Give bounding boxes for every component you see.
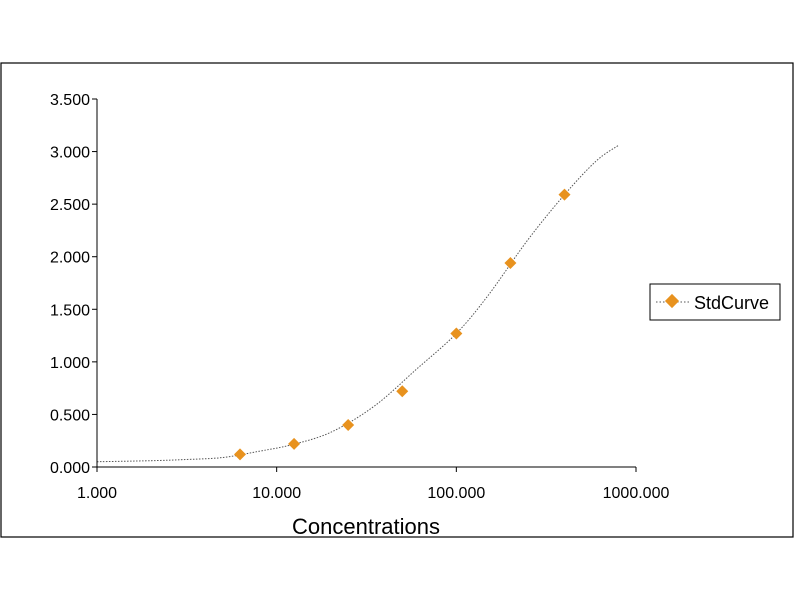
data-point bbox=[342, 418, 355, 431]
legend-label: StdCurve bbox=[694, 293, 769, 313]
y-tick-label: 2.000 bbox=[50, 250, 90, 267]
x-tick-label: 10.000 bbox=[252, 485, 301, 502]
y-tick-label: 2.500 bbox=[50, 197, 90, 214]
data-point bbox=[558, 188, 571, 201]
y-tick-label: 1.500 bbox=[50, 302, 90, 319]
x-tick-label: 1000.000 bbox=[603, 485, 670, 502]
y-tick-label: 0.500 bbox=[50, 407, 90, 424]
y-tick-label: 1.000 bbox=[50, 355, 90, 372]
legend: StdCurve bbox=[649, 283, 781, 321]
fit-curve-line bbox=[96, 144, 619, 463]
data-point bbox=[450, 327, 463, 340]
data-points bbox=[233, 188, 571, 461]
y-tick-label: 0.000 bbox=[50, 460, 90, 477]
y-tick-label: 3.000 bbox=[50, 145, 90, 162]
y-tick-label: 3.500 bbox=[50, 92, 90, 109]
x-axis-title: Concentrations bbox=[292, 514, 440, 539]
x-tick-label: 1.000 bbox=[77, 485, 117, 502]
data-point bbox=[233, 448, 246, 461]
data-point bbox=[504, 257, 517, 270]
y-axis-ticks: 0.000 0.500 1.000 1.500 2.000 2.500 3.000 3.500 bbox=[50, 92, 97, 477]
fit-curve-layer bbox=[96, 144, 619, 463]
x-tick-label: 100.000 bbox=[427, 485, 485, 502]
data-point bbox=[396, 385, 409, 398]
legend-diamond-marker bbox=[664, 293, 680, 309]
data-point bbox=[288, 437, 301, 450]
x-axis-ticks: 1.000 10.000 100.000 1000.000 bbox=[77, 467, 669, 502]
